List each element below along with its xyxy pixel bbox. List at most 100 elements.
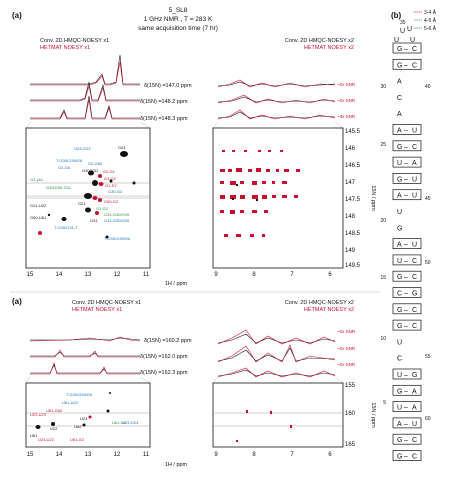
pair-box (392, 173, 422, 184)
peak-label: G21 (78, 201, 86, 206)
nucleotide: C (412, 307, 417, 314)
nucleotide: G (397, 176, 402, 183)
nucleotide: C (412, 46, 417, 53)
seq-number: 30 (380, 84, 386, 90)
nucleotide: C (412, 454, 417, 461)
nucleotide: C (397, 95, 402, 102)
peak (95, 211, 99, 215)
peak-label: G30-G2 (108, 189, 123, 194)
peak (106, 409, 110, 413)
top-x-axis-label: 1H / ppm (165, 281, 188, 287)
unpaired-nt: U (397, 339, 402, 346)
pair-bond: – (404, 258, 408, 265)
peak (132, 181, 136, 185)
pair-box (392, 401, 422, 412)
top-right-title: Conv. 2D HMQC-NOESY x2 (285, 38, 354, 44)
top-y-ticks: 145.5 146 146.5 147 147.5 148 148.5 149 … (345, 129, 361, 269)
pair-box (392, 238, 422, 249)
pair-box (392, 42, 422, 54)
sequence-numbers: 30 25 20 15 10 5 40 45 50 55 60 (380, 84, 430, 422)
seq-number: 5 (383, 400, 386, 406)
peak-label: G2-G60 (88, 161, 103, 166)
nucleotide: A (412, 388, 417, 395)
peak-label: G31 (90, 218, 98, 223)
peak-label: U23-G24 (122, 420, 139, 425)
x-tick: 15 (27, 452, 34, 458)
unpaired-nt: U (397, 209, 402, 216)
nucleotide: C (412, 437, 417, 444)
bottom-right-slices (217, 329, 336, 378)
peak-label: G60-U61 (30, 215, 47, 220)
pair-box (392, 417, 422, 429)
base-pair: U – C (392, 254, 422, 266)
peak-label: T-G30/G39/G6 (104, 236, 131, 241)
bottom-snr-3: ~2x SNR (337, 362, 356, 367)
nucleotide: G (397, 144, 402, 151)
pair-bond: – (404, 46, 408, 53)
nucleotide: U (412, 421, 417, 428)
seq-number: 45 (425, 196, 431, 202)
top-left-title-red: HETMAT NOESY x1 (40, 45, 90, 51)
pair-bond: – (404, 372, 408, 379)
bottom-slice-1-label: δ(15N) =160.2 ppm (144, 338, 192, 344)
bottom-x-axis-label: 1H / ppm (165, 462, 188, 468)
peak-label: U23-U22 (38, 437, 55, 442)
top-slice-1-label: δ(15N) =147.0 ppm (144, 83, 192, 89)
unpaired-nt: A (397, 111, 402, 118)
seq-number: 40 (425, 84, 431, 90)
seq-number: 10 (380, 336, 386, 342)
base-pair: U – A (392, 156, 422, 168)
peak-label: U61-U22 (62, 400, 79, 405)
top-zoom-lines (25, 121, 344, 129)
bottom-right-x-ticks: 9 8 7 6 (214, 452, 332, 458)
base-pair: G – C (392, 303, 422, 315)
base-pair: G – C (392, 450, 422, 461)
x-tick: 7 (290, 272, 294, 278)
pair-bond: – (404, 307, 408, 314)
y-tick: 160 (345, 411, 356, 417)
top-snr-1: ~2x SNR (337, 82, 356, 87)
y-tick: 165 (345, 442, 356, 448)
nucleotide: U (412, 193, 417, 200)
top-right-slices (217, 79, 336, 120)
nucleotide: U (412, 176, 417, 183)
y-tick: 155 (345, 383, 356, 389)
peak-label: G31-G30/G39 (104, 218, 130, 223)
bottom-left-spectrum-frame (25, 382, 151, 448)
peak (98, 198, 102, 202)
unpaired-nt: A (397, 79, 402, 86)
nucleotide: G (397, 46, 402, 53)
x-tick: 9 (214, 272, 218, 278)
peak-label: G30/G39-G31 (46, 185, 72, 190)
x-tick: 8 (252, 452, 256, 458)
nucleotide: A (397, 111, 402, 118)
peak-label: T-G30/G39/G6 (66, 392, 93, 397)
pair-box (392, 368, 422, 380)
y-tick: 147 (345, 180, 356, 186)
unpaired-nt: G (397, 225, 402, 232)
y-tick: 149 (345, 248, 356, 254)
base-pair: G – A (392, 384, 422, 396)
pair-box (392, 156, 422, 168)
peak-label: T-G39/G31-T (54, 225, 78, 230)
loop-nt: U (410, 37, 415, 44)
bottom-slice-3-label: δ(15N) =162.3 ppm (140, 370, 188, 376)
pair-box (392, 124, 422, 135)
peak-label: G24-G23 (74, 146, 91, 151)
bottom-left-peak-labels: U61 U22 U62 U23 T-G30/G39/G6 U61-U22 U23… (30, 392, 139, 442)
pair-box (392, 270, 422, 282)
peak-label: U23 (80, 416, 88, 421)
pair-box (392, 189, 422, 201)
nucleotide: G (412, 372, 417, 379)
nucleotide: A (397, 242, 402, 249)
nucleotide: G (397, 454, 402, 461)
base-pair: G – C (392, 140, 422, 152)
nucleotide: A (397, 193, 402, 200)
seq-number: 15 (380, 275, 386, 281)
bottom-left-peaks (35, 392, 111, 429)
seq-number: 20 (380, 218, 386, 224)
peak (98, 182, 104, 186)
pair-box (392, 58, 422, 70)
x-tick: 12 (114, 452, 121, 458)
